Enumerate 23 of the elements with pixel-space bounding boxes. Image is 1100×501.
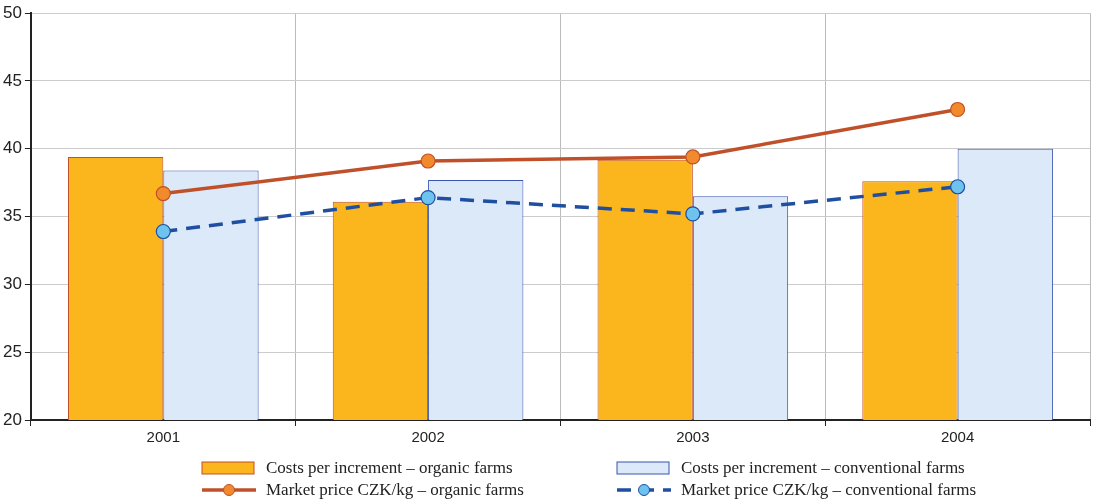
point [420, 153, 436, 169]
point [685, 206, 701, 222]
legend-label: Market price CZK/kg – conventional farms [681, 480, 977, 500]
x-tick-label: 2004 [940, 428, 975, 446]
x-tick-label: 2001 [146, 428, 180, 446]
legend-label: Costs per increment – organic farms [266, 458, 513, 478]
point [155, 185, 171, 202]
point [155, 223, 171, 240]
x-tick-label: 2003 [676, 428, 710, 446]
y-tick-label: 20 [2, 409, 22, 429]
point [685, 149, 701, 165]
legend-label: Market price CZK/kg – organic farms [266, 480, 524, 500]
y-tick-label: 25 [2, 341, 22, 361]
x-tick-label: 2002 [411, 428, 445, 446]
y-tick-label: 50 [2, 2, 22, 22]
point [950, 101, 966, 118]
point [420, 190, 436, 206]
y-tick-label: 45 [2, 70, 22, 90]
point [950, 179, 966, 195]
y-tick-label: 35 [2, 206, 22, 226]
legend-label: Costs per increment – conventional farms [681, 458, 965, 478]
y-tick-label: 40 [2, 138, 22, 158]
y-tick-label: 30 [2, 274, 22, 294]
